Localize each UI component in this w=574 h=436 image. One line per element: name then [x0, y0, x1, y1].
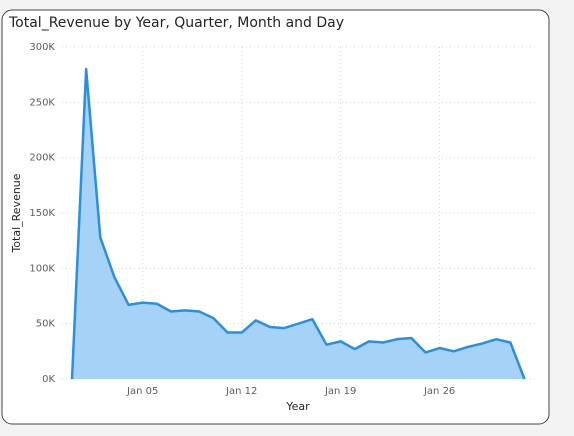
x-tick-label: Jan 05	[126, 386, 158, 397]
x-axis-title: Year	[285, 400, 310, 413]
y-tick-label: 50K	[36, 319, 56, 330]
y-tick-label: 0K	[42, 374, 55, 385]
y-tick-label: 200K	[29, 153, 55, 164]
x-tick-label: Jan 12	[225, 386, 257, 397]
x-tick-label: Jan 26	[423, 386, 455, 397]
y-tick-label: 150K	[29, 208, 55, 219]
y-tick-label: 100K	[29, 263, 55, 274]
chart-title: Total_Revenue by Year, Quarter, Month an…	[8, 15, 344, 31]
y-tick-label: 250K	[29, 97, 55, 108]
y-tick-label: 300K	[29, 42, 55, 53]
x-tick-label: Jan 19	[324, 386, 356, 397]
area	[72, 69, 525, 379]
line	[70, 67, 526, 380]
y-axis-title: Total_Revenue	[10, 173, 23, 253]
